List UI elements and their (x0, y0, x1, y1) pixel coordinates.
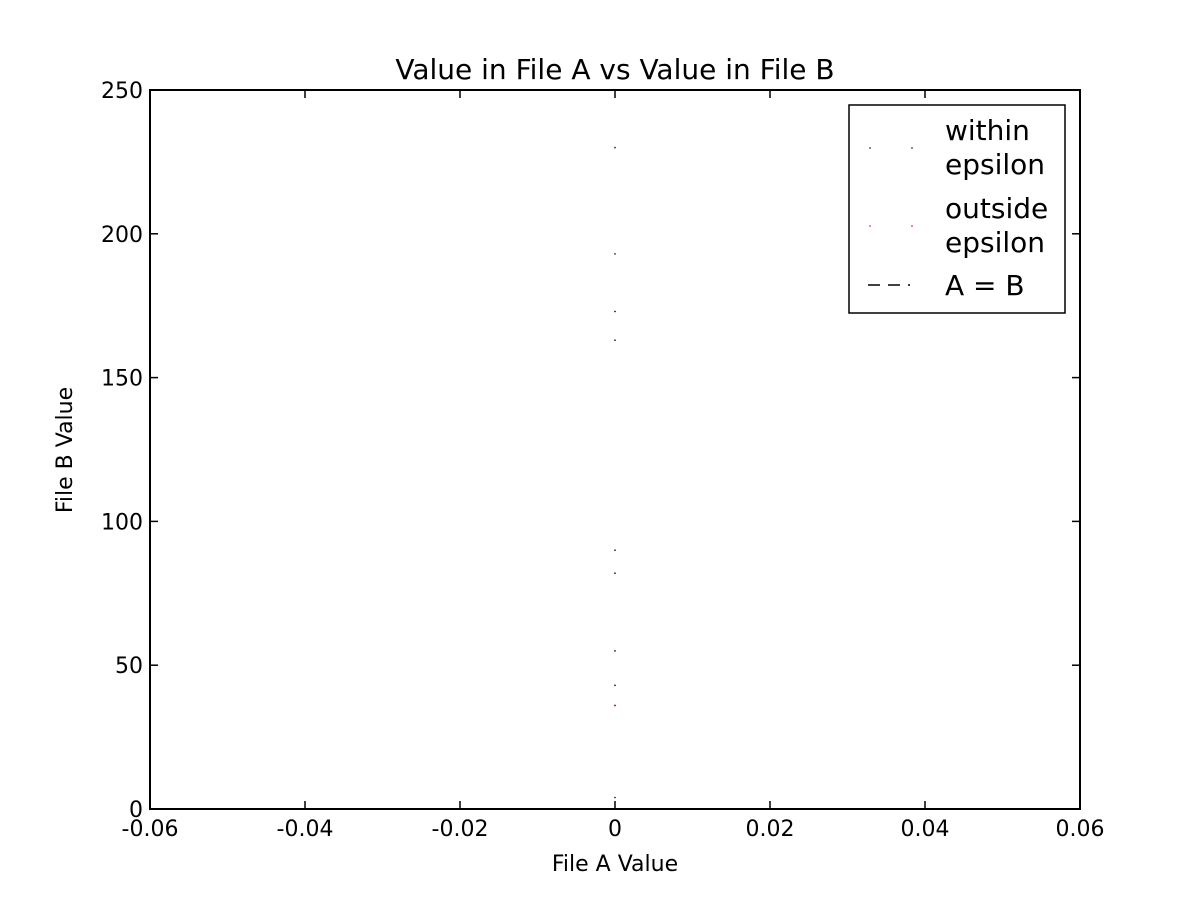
x-tick-label: -0.02 (432, 817, 489, 842)
data-point (614, 549, 616, 551)
y-tick-label: 150 (101, 367, 143, 392)
legend-marker (869, 147, 871, 149)
legend-label: outside epsilon (945, 192, 1048, 259)
chart-title: Value in File A vs Value in File B (395, 53, 834, 86)
data-point (614, 684, 616, 687)
x-tick-label: 0.02 (746, 817, 795, 842)
x-tick-label: 0.06 (1056, 817, 1105, 842)
y-tick-label: 50 (115, 654, 143, 679)
legend-label: within epsilon (945, 114, 1045, 181)
legend: within epsilon outside epsilon A = B (848, 104, 1066, 314)
legend-marker (911, 225, 913, 227)
legend-label: A = B (945, 269, 1025, 302)
data-point (614, 650, 616, 652)
x-axis-label: File A Value (552, 852, 678, 877)
y-tick-label: 200 (101, 223, 143, 248)
x-tick-label: -0.06 (122, 817, 179, 842)
axis-ticks: -0.06 -0.04 -0.02 0 0.02 0.04 0.06 0 50 100 150 200… (101, 79, 1104, 842)
y-tick-label: 100 (101, 510, 143, 535)
x-tick-label: -0.04 (277, 817, 334, 842)
x-tick-label: 0 (608, 817, 622, 842)
data-point (614, 146, 616, 149)
data-point (614, 339, 616, 342)
data-point (614, 310, 616, 313)
data-point (614, 572, 616, 574)
y-tick-label: 250 (101, 79, 143, 104)
data-point (614, 796, 616, 799)
data-point (614, 253, 616, 255)
x-tick-label: 0.04 (901, 817, 950, 842)
data-point (614, 704, 616, 707)
legend-marker (911, 147, 913, 149)
y-tick-label: 0 (129, 798, 143, 823)
legend-marker (869, 225, 871, 227)
legend-box (848, 104, 1066, 314)
axes-frame (149, 89, 1081, 810)
y-axis-label: File B Value (53, 387, 78, 513)
